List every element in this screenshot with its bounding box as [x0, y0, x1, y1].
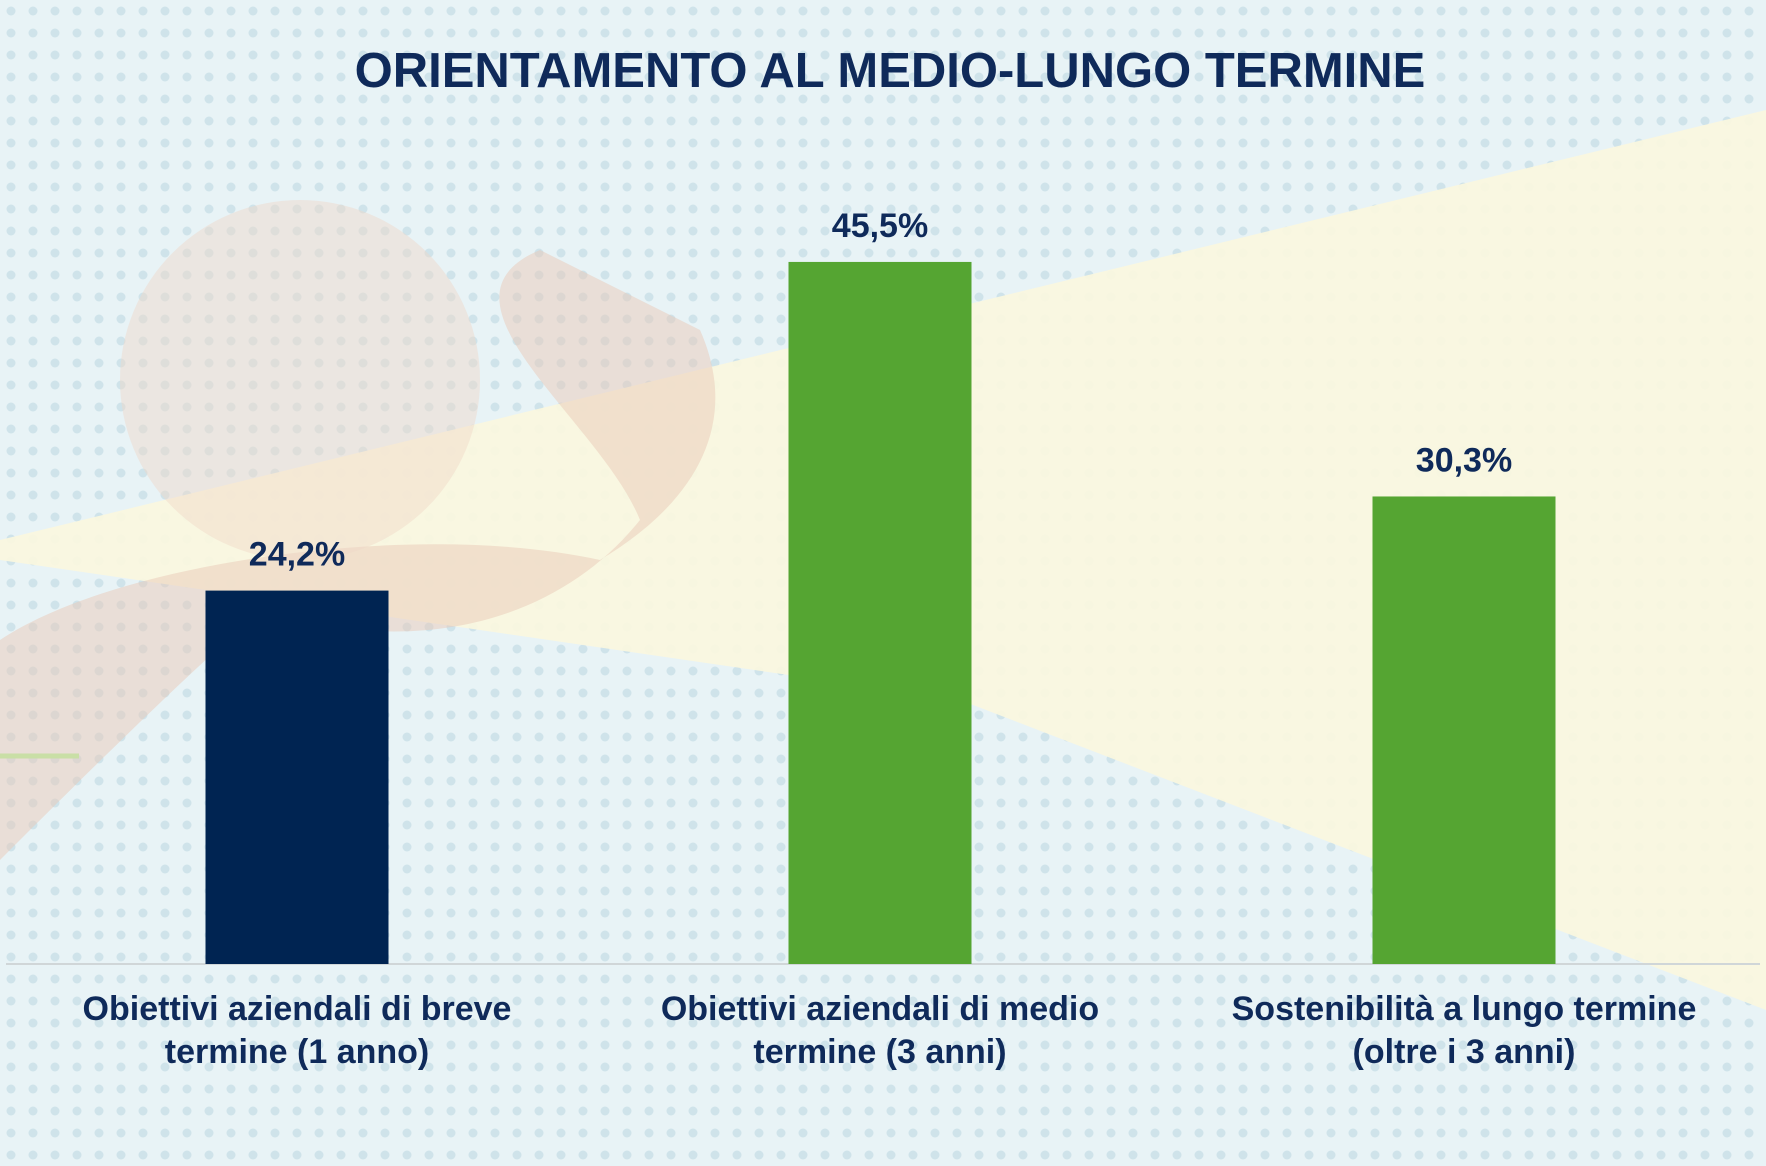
bar: [205, 590, 389, 964]
x-tick-label: Obiettivi aziendali di medio termine (3 …: [660, 990, 1100, 1071]
bar: [788, 261, 972, 964]
background-figure: [0, 250, 716, 1166]
background-figure: [120, 200, 480, 560]
chart-title: ORIENTAMENTO AL MEDIO-LUNGO TERMINE: [355, 44, 1426, 98]
value-label: 24,2%: [249, 536, 345, 574]
bar: [1372, 496, 1556, 964]
x-tick-label: Obiettivi aziendali di breve termine (1 …: [82, 990, 512, 1071]
x-tick-label: Sostenibilità a lungo termine (oltre i 3…: [1231, 990, 1697, 1071]
value-label: 45,5%: [832, 207, 928, 245]
value-label: 30,3%: [1416, 441, 1512, 479]
